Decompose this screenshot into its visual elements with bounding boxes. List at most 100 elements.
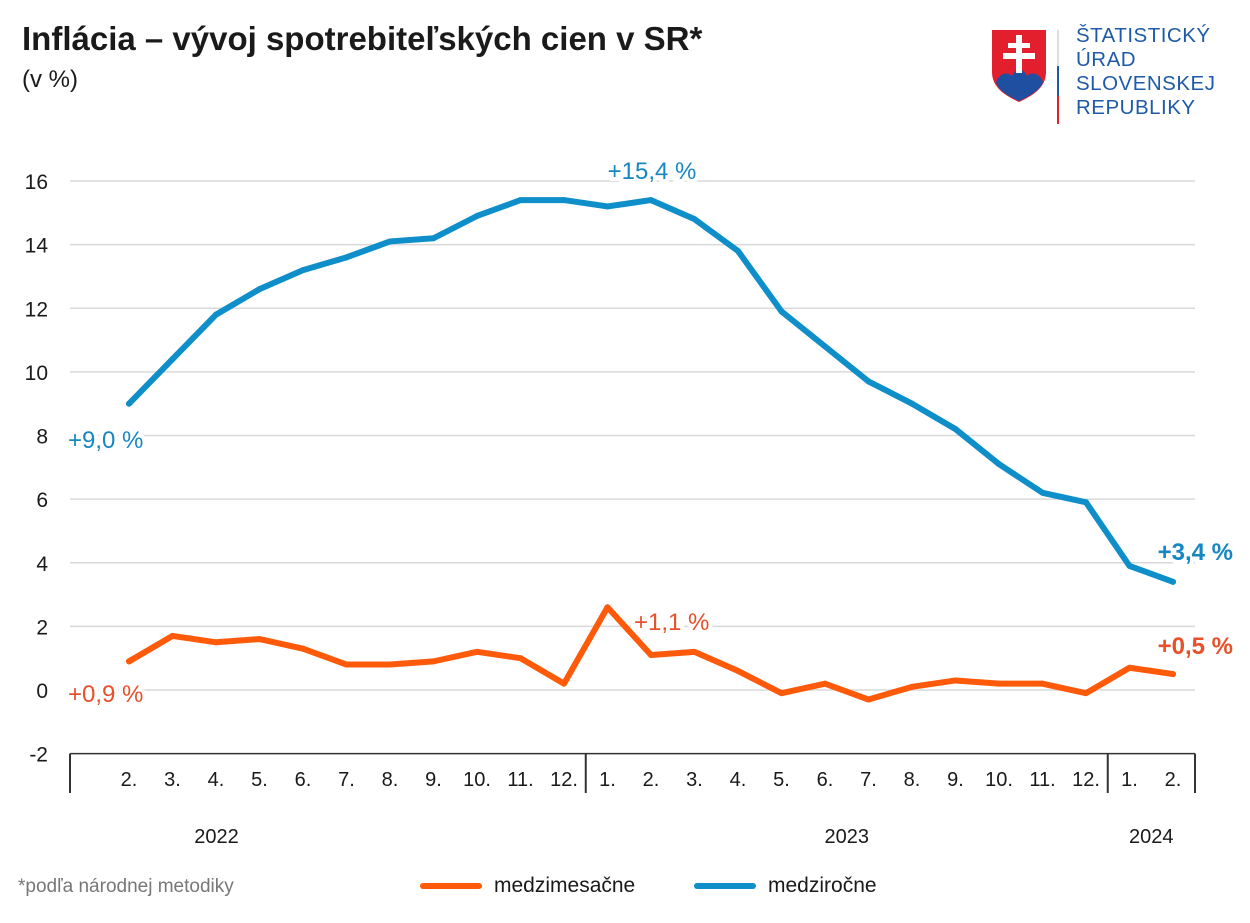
x-tick-label: 6.: [817, 769, 834, 791]
data-point: [778, 308, 785, 315]
data-point: [865, 696, 872, 703]
data-point: [1039, 489, 1046, 496]
y-tick-label: 0: [36, 680, 48, 703]
data-point: [517, 197, 524, 204]
x-tick-label: 3.: [164, 769, 181, 791]
y-tick-label: 4: [36, 553, 48, 576]
x-tick-label: 10.: [463, 769, 491, 791]
data-point: [865, 378, 872, 385]
statistical-office-logo-text: ŠTATISTICKÝ ÚRAD SLOVENSKEJ REPUBLIKY: [1076, 24, 1215, 120]
x-tick-label: 1.: [599, 769, 616, 791]
data-point: [1083, 499, 1089, 506]
data-point: [169, 356, 176, 363]
data-point: [648, 197, 654, 204]
data-annotation: +0,5 %: [1158, 633, 1233, 660]
data-point: [126, 400, 132, 407]
data-point: [1170, 578, 1176, 585]
data-point: [996, 461, 1002, 468]
x-tick-label: 1.: [1121, 769, 1138, 791]
x-tick-label: 2.: [1165, 769, 1182, 791]
x-tick-label: 2.: [643, 769, 660, 791]
x-tick-label: 7.: [860, 769, 877, 791]
data-point: [213, 311, 219, 318]
chart-title: Inflácia – vývoj spotrebiteľských cien v…: [22, 20, 703, 57]
data-annotation: +3,4 %: [1158, 539, 1233, 566]
data-point: [648, 652, 654, 659]
x-tick-label: 9.: [947, 769, 964, 791]
data-point: [1083, 690, 1089, 697]
data-point: [256, 286, 263, 293]
x-tick-label: 7.: [338, 769, 355, 791]
data-point: [735, 247, 741, 254]
data-point: [1126, 664, 1133, 671]
data-point: [213, 639, 219, 646]
y-tick-label: 10: [25, 362, 48, 385]
data-point: [735, 667, 741, 674]
data-annotation: +9,0 %: [68, 427, 143, 454]
data-point: [561, 197, 567, 204]
y-tick-label: 12: [25, 298, 48, 321]
x-tick-label: 11.: [1029, 769, 1055, 791]
data-point: [822, 343, 828, 350]
x-tick-label: 8.: [382, 769, 399, 791]
x-tick-label: 10.: [985, 769, 1013, 791]
x-tick-label: 11.: [507, 769, 533, 791]
data-point: [822, 680, 828, 687]
x-tick-label: 4.: [730, 769, 747, 791]
data-point: [778, 690, 785, 697]
logo-line: ŠTATISTICKÝ: [1076, 24, 1211, 47]
year-label: 2023: [825, 826, 870, 848]
data-point: [430, 658, 437, 665]
data-point: [1170, 671, 1176, 678]
x-tick-label: 6.: [295, 769, 312, 791]
data-point: [430, 235, 437, 242]
legend-swatch-yoy: [694, 883, 756, 889]
data-point: [517, 655, 524, 662]
data-point: [387, 238, 393, 245]
year-label: 2022: [194, 826, 239, 848]
y-tick-label: 16: [25, 171, 48, 194]
data-point: [604, 203, 611, 210]
chart-unit: (v %): [22, 66, 78, 93]
data-point: [996, 680, 1002, 687]
data-point: [126, 658, 132, 665]
data-point: [604, 604, 611, 611]
x-tick-label: 9.: [425, 769, 442, 791]
x-tick-label: 8.: [904, 769, 921, 791]
legend-swatch-mom: [420, 883, 482, 889]
data-point: [952, 426, 959, 433]
data-point: [343, 661, 350, 668]
data-point: [387, 661, 393, 668]
data-point: [343, 254, 350, 261]
logo-line: REPUBLIKY: [1076, 96, 1196, 119]
data-point: [909, 400, 915, 407]
series-line-yoy: [126, 197, 1176, 585]
data-point: [1039, 680, 1046, 687]
data-point: [952, 677, 959, 684]
legend-label: medziročne: [768, 874, 877, 897]
x-tick-label: 4.: [208, 769, 225, 791]
x-tick-label: 12.: [550, 769, 578, 791]
x-tick-label: 5.: [251, 769, 268, 791]
x-tick-label: 2.: [121, 769, 138, 791]
slovak-coat-of-arms-icon: [992, 30, 1059, 124]
legend-item-mom: medzimesačne: [420, 874, 635, 898]
y-tick-label: 8: [36, 426, 48, 449]
data-point: [474, 648, 480, 655]
legend-item-yoy: medziročne: [694, 874, 877, 898]
y-tick-label: -2: [29, 744, 48, 767]
data-annotation: +1,1 %: [634, 609, 709, 636]
data-point: [1126, 562, 1133, 569]
y-tick-label: 2: [36, 616, 48, 639]
footnote: *podľa národnej metodiky: [18, 876, 234, 897]
x-tick-label: 3.: [686, 769, 703, 791]
data-point: [169, 632, 176, 639]
y-tick-label: 14: [25, 235, 49, 258]
logo-line: ÚRAD: [1076, 48, 1137, 71]
data-point: [300, 267, 306, 274]
data-annotation: +0,9 %: [68, 681, 143, 708]
data-point: [561, 680, 567, 687]
data-point: [474, 212, 480, 219]
